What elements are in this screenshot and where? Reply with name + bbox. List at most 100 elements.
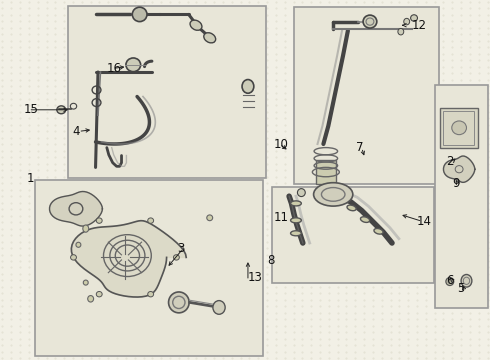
Point [335, 159, 343, 165]
Point [34, 206, 42, 212]
Point [16, 303, 24, 309]
Point [51, 90, 59, 95]
Point [290, 232, 297, 238]
Point [281, 219, 289, 225]
Point [369, 252, 377, 257]
Point [414, 153, 421, 159]
Point [228, 83, 236, 89]
Point [395, 12, 403, 18]
Point [440, 303, 447, 309]
Point [437, 214, 445, 220]
Ellipse shape [374, 229, 383, 234]
Point [335, 107, 343, 113]
Point [468, 191, 476, 197]
Point [404, 180, 412, 186]
Point [404, 18, 412, 24]
Point [404, 252, 412, 257]
Point [122, 213, 130, 219]
Point [157, 96, 165, 102]
Point [254, 297, 262, 303]
Point [307, 57, 315, 63]
Point [343, 171, 351, 176]
Point [43, 5, 50, 11]
Point [60, 323, 68, 329]
Point [69, 329, 77, 335]
Point [194, 234, 202, 240]
Point [210, 332, 218, 338]
Point [468, 278, 476, 283]
Point [395, 83, 403, 89]
Point [407, 247, 415, 252]
Point [147, 211, 155, 217]
Point [343, 213, 350, 219]
Point [43, 323, 50, 329]
Point [448, 258, 456, 264]
Point [448, 310, 456, 316]
Point [225, 217, 233, 222]
Point [290, 18, 297, 24]
Point [157, 5, 165, 11]
Point [175, 232, 183, 238]
Point [404, 116, 412, 121]
Point [387, 291, 394, 296]
Point [78, 51, 86, 57]
Point [109, 165, 117, 171]
Point [117, 15, 124, 21]
Point [85, 165, 93, 171]
Point [431, 245, 439, 251]
Point [163, 338, 171, 343]
Point [117, 102, 124, 108]
Point [233, 257, 241, 263]
Point [101, 142, 109, 148]
Point [175, 167, 183, 173]
Point [335, 176, 343, 182]
Point [210, 193, 218, 199]
Point [263, 5, 271, 11]
Point [476, 145, 484, 151]
Point [257, 234, 265, 240]
Point [360, 129, 368, 134]
Point [233, 338, 241, 343]
Point [166, 70, 174, 76]
Point [457, 342, 465, 348]
Point [448, 342, 456, 348]
Point [34, 18, 42, 24]
Point [414, 136, 421, 142]
Point [164, 56, 171, 62]
Point [148, 213, 156, 219]
Point [250, 21, 258, 27]
Point [457, 278, 465, 283]
Point [413, 284, 421, 290]
Point [194, 292, 202, 297]
Point [245, 239, 253, 244]
Point [85, 154, 93, 159]
Point [282, 275, 290, 281]
Point [399, 224, 407, 229]
Point [104, 258, 112, 264]
Point [147, 269, 155, 274]
Point [395, 303, 403, 309]
Point [290, 122, 297, 128]
Point [360, 297, 368, 303]
Point [421, 90, 429, 96]
Point [382, 38, 390, 44]
Bar [440, 108, 478, 148]
Point [325, 83, 333, 89]
Point [78, 316, 86, 322]
Point [257, 343, 265, 349]
Point [123, 188, 131, 194]
Point [448, 77, 456, 82]
Point [51, 122, 59, 128]
Point [96, 323, 103, 329]
Point [187, 108, 195, 113]
Point [219, 232, 227, 238]
Point [298, 349, 306, 355]
Point [325, 161, 333, 167]
Point [457, 187, 465, 193]
Point [156, 39, 164, 44]
Point [225, 194, 233, 199]
Point [78, 278, 86, 283]
Point [171, 211, 178, 217]
Point [233, 309, 241, 315]
Point [334, 180, 342, 186]
